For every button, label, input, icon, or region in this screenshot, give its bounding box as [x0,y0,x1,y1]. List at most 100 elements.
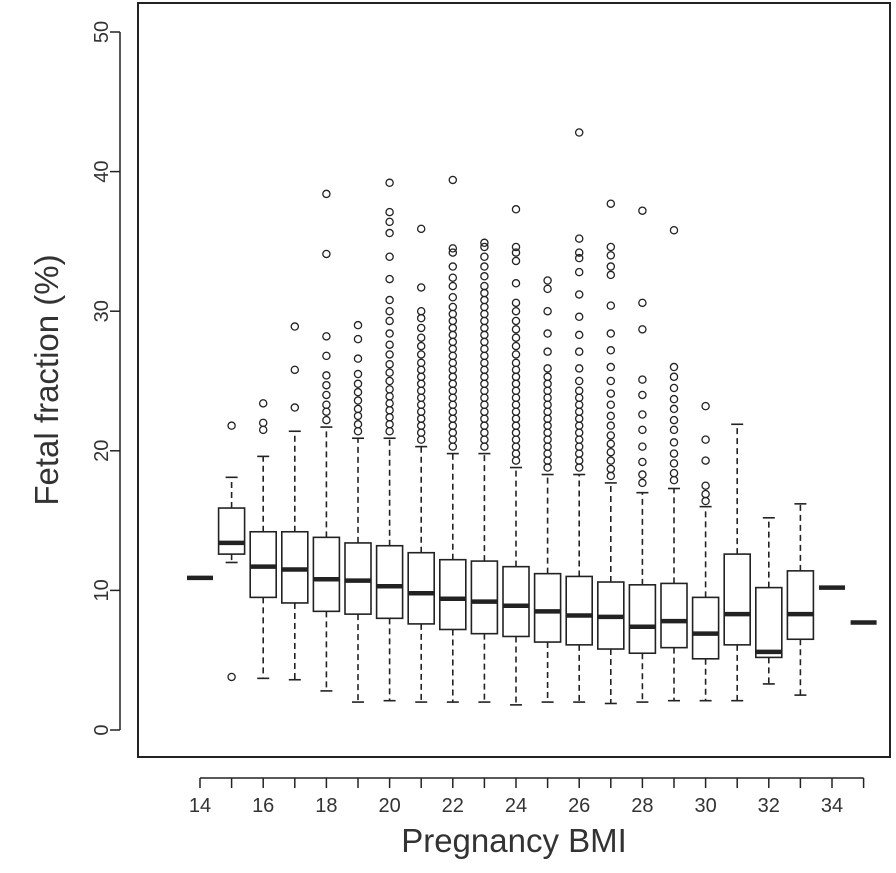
outlier-point [574,128,584,137]
outlier-point [258,399,268,408]
outlier-point [511,325,521,334]
box-bmi-17 [280,322,309,681]
outlier-point [574,428,584,437]
outlier-point [416,414,426,423]
x-tick-label: 20 [378,795,400,817]
outlier-point [448,442,458,451]
outlier-point [385,329,394,338]
outlier-point [416,341,426,351]
x-tick-label: 30 [694,795,716,817]
iqr-box [407,551,436,625]
outlier-point [353,396,363,405]
outlier-point [416,407,426,416]
outlier-point [416,313,426,323]
outlier-point [448,393,458,403]
outlier-point [701,435,710,444]
outlier-point [385,359,394,369]
x-axis: 14 16 18 20 22 24 26 28 30 32 34 [189,777,865,817]
outlier-point [511,386,521,396]
outlier-point [480,302,489,312]
outlier-point [669,372,679,382]
outlier-point [416,372,426,382]
outlier-point [606,400,616,409]
outlier-point [543,414,552,423]
outlier-point [353,369,363,379]
outlier-point [543,364,552,373]
outlier-point [385,178,394,188]
outlier-point [638,442,647,451]
outlier-point [480,435,489,444]
box-bmi-32 [754,517,783,685]
outlier-point [448,379,458,389]
outlier-point [480,272,489,281]
outlier-point [669,415,679,425]
outlier-point [416,306,426,316]
outlier-point [385,376,394,386]
outlier-point [543,449,552,458]
outlier-point [416,333,426,342]
outlier-point [669,425,679,435]
y-axis: 0 10 20 30 40 50 [91,21,121,736]
outlier-point [638,425,647,435]
outlier-point [543,442,552,451]
plot-frame [137,2,891,758]
outlier-point [511,379,521,389]
outlier-point [353,387,363,397]
outlier-point [606,242,616,252]
y-tick-label: 50 [91,21,113,43]
outlier-point [290,322,300,331]
outlier-point [385,228,394,238]
outlier-point [574,463,584,472]
outlier-point [322,249,331,259]
outlier-point [669,394,679,404]
outlier-point [448,337,458,347]
outlier-point [448,292,458,302]
outlier-point [448,273,458,282]
box-bmi-15 [217,421,246,682]
outlier-point [353,420,363,429]
outlier-point [480,379,489,389]
outlier-point [511,256,521,266]
x-tick-label: 16 [252,795,274,817]
outlier-point [448,281,458,291]
outlier-point [480,393,489,403]
outlier-point [574,386,584,396]
outlier-point [543,456,552,465]
outlier-point [606,431,616,440]
outlier-point [385,350,394,359]
outlier-point [480,421,489,430]
outlier-point [448,400,458,409]
outlier-point [669,438,679,447]
outlier-point [385,399,394,408]
outlier-point [574,347,584,356]
outlier-point [480,407,489,416]
outlier-point [448,358,458,368]
outlier-point [416,379,426,389]
outlier-point [480,316,489,326]
outlier-point [290,403,300,412]
outlier-point [322,415,331,425]
outlier-point [385,252,394,262]
outlier-point [416,365,426,375]
outlier-point [638,298,647,308]
outlier-point [416,283,426,292]
outlier-point [322,380,331,390]
outlier-point [227,672,236,682]
outlier-point [227,421,236,430]
outlier-point [258,418,268,428]
outlier-point [669,459,679,468]
outlier-point [511,298,521,308]
outlier-point [448,330,458,340]
box-bmi-16 [249,399,277,680]
outlier-point [511,341,521,351]
outlier-point [322,332,331,341]
box-bmi-26 [565,128,594,703]
outlier-point [669,404,679,414]
outlier-point [511,279,521,288]
outlier-point [480,262,489,271]
outlier-point [511,248,521,257]
box-bmi-24 [502,205,530,706]
outlier-point [574,456,584,465]
outlier-point [606,262,616,271]
